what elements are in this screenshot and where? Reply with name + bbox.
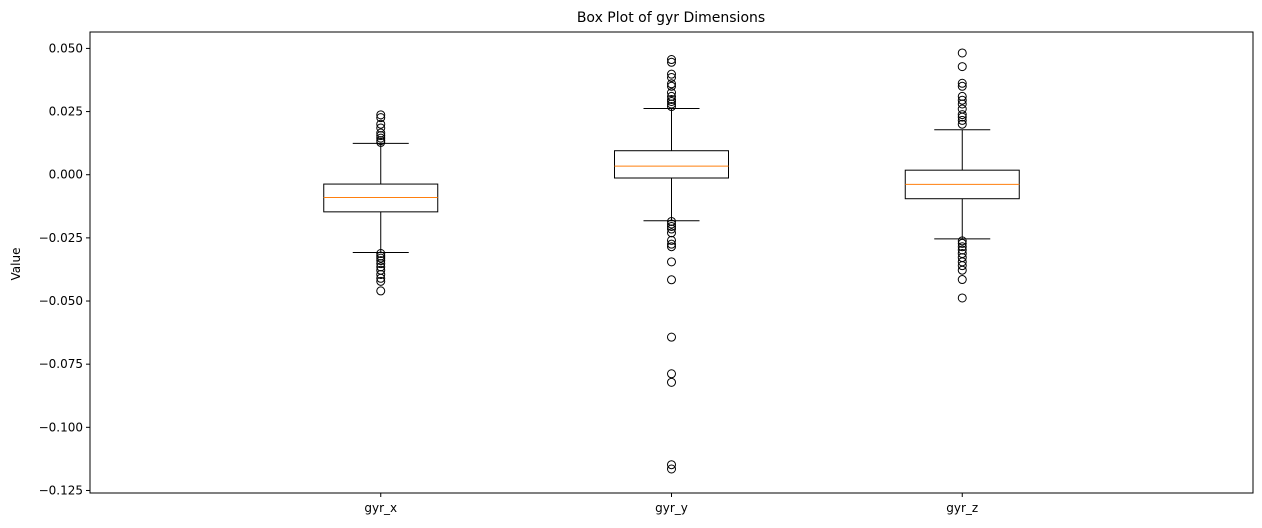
outlier-point [667, 224, 676, 234]
outlier-point [376, 273, 386, 283]
x-tick-label: gyr_x [364, 501, 397, 515]
outlier-point [376, 110, 386, 120]
outlier-point [957, 293, 967, 303]
x-axis: gyr_x gyr_y gyr_z [364, 493, 978, 515]
y-axis-label: Value [9, 248, 23, 281]
outlier-point [957, 81, 967, 91]
y-tick-label: −0.075 [39, 357, 83, 371]
outlier-point [376, 133, 386, 143]
y-tick-label: 0.050 [49, 41, 83, 55]
chart-title: Box Plot of gyr Dimensions [577, 10, 765, 26]
plot-area [323, 48, 1020, 474]
outlier-point [376, 286, 386, 296]
iqr-box [614, 150, 729, 179]
outlier-point [376, 249, 386, 259]
y-tick-label: −0.050 [39, 294, 83, 308]
outlier-point [667, 99, 676, 109]
outlier-point [667, 239, 676, 249]
outlier-point [667, 275, 676, 285]
box-gyr_y [614, 55, 729, 474]
x-tick-label: gyr_y [655, 501, 688, 515]
outlier-point [667, 257, 676, 267]
outlier-point [667, 219, 676, 229]
outlier-point [667, 464, 676, 474]
iqr-box [323, 183, 439, 213]
outlier-point [957, 261, 967, 271]
outlier-point [667, 55, 676, 65]
outlier-point [376, 137, 386, 147]
box-gyr_z [904, 48, 1020, 303]
outlier-point [667, 79, 676, 89]
outlier-point [376, 276, 386, 286]
outlier-point [376, 259, 386, 269]
outlier-point [957, 110, 967, 120]
outlier-point [376, 253, 386, 263]
outlier-point [667, 88, 676, 98]
outlier-point [667, 369, 676, 379]
outlier-point [376, 256, 386, 266]
outlier-point [667, 332, 676, 342]
outlier-point [667, 72, 676, 82]
plot-frame [89, 31, 1254, 494]
outlier-point [667, 377, 676, 387]
y-tick-label: −0.025 [39, 231, 83, 245]
outlier-point [667, 242, 676, 252]
outlier-point [957, 236, 967, 246]
outlier-point [957, 95, 967, 105]
outlier-point [376, 119, 386, 129]
y-tick-label: 0.000 [49, 168, 83, 182]
y-tick-label: 0.025 [49, 105, 83, 119]
outlier-point [376, 269, 386, 279]
outlier-point [667, 235, 676, 245]
outlier-point [957, 112, 967, 122]
outlier-point [376, 113, 386, 123]
outlier-point [667, 81, 676, 91]
outlier-point [957, 115, 967, 125]
outlier-point [957, 48, 967, 58]
y-tick-label: −0.100 [39, 420, 83, 434]
outlier-point [667, 96, 676, 106]
box-gyr_x [323, 110, 439, 296]
outlier-point [957, 275, 967, 285]
outlier-point [957, 99, 967, 109]
outlier-point [957, 119, 967, 129]
outlier-point [667, 57, 676, 67]
y-axis: 0.050 0.025 0.000 −0.025 −0.050 −0.075 −0.100 −… [39, 41, 90, 497]
outlier-point [957, 78, 967, 88]
outlier-point [667, 102, 676, 112]
y-tick-label: −0.125 [39, 483, 83, 497]
outlier-point [957, 62, 967, 72]
outlier-point [957, 265, 967, 275]
outlier-point [667, 460, 676, 470]
outlier-point [957, 242, 967, 252]
x-tick-label: gyr_z [946, 501, 978, 515]
outlier-point [376, 131, 386, 141]
outlier-point [667, 69, 676, 79]
outlier-point [957, 238, 967, 248]
outlier-point [667, 222, 676, 232]
